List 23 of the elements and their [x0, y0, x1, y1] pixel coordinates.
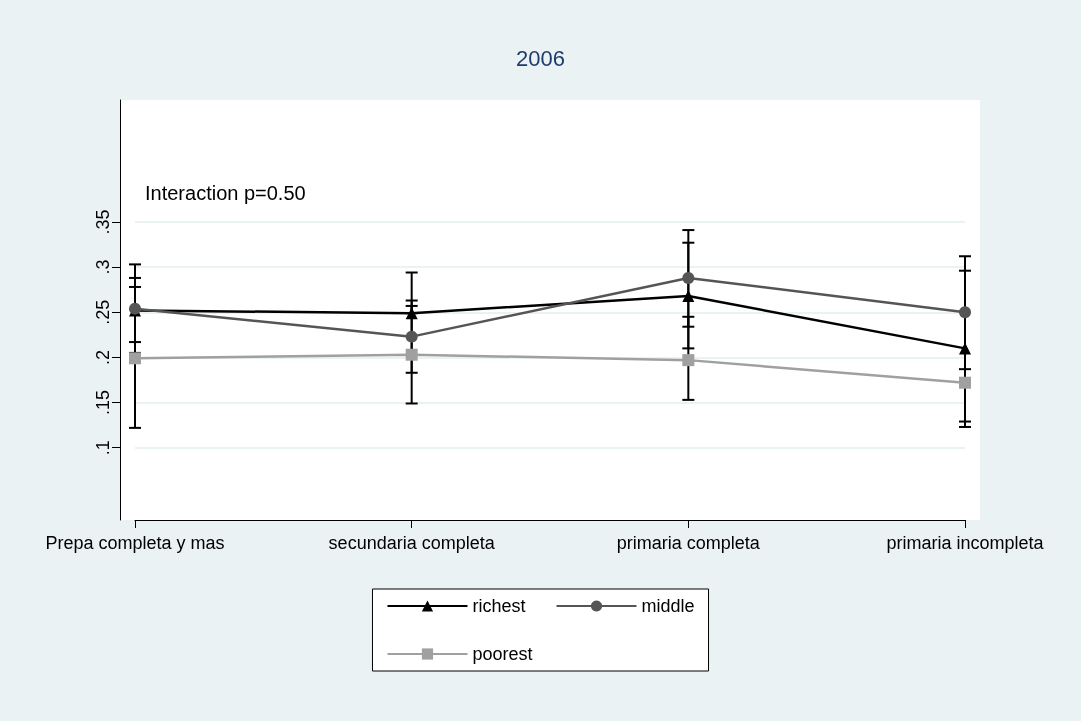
- point: [405, 330, 418, 343]
- point: [129, 352, 141, 365]
- point: [682, 354, 695, 367]
- point: [682, 290, 695, 302]
- y-tick-label: .2: [93, 349, 113, 365]
- y-tick-label: .25: [93, 299, 113, 325]
- point: [682, 271, 695, 284]
- x-tick-label: primaria completa: [616, 533, 761, 553]
- point: [959, 306, 971, 319]
- annotation: Interaction p=0.50: [145, 182, 306, 204]
- y-tick-label: .15: [93, 390, 113, 416]
- y-tick-label: .35: [93, 209, 113, 235]
- x-tick-label: primaria incompleta: [886, 533, 1045, 553]
- point: [405, 348, 418, 361]
- legend-label: richest: [472, 596, 526, 616]
- legend-label: poorest: [472, 644, 533, 664]
- x-tick-label: secundaria completa: [328, 533, 496, 553]
- x-tick-label: Prepa completa y mas: [45, 533, 225, 553]
- point: [959, 376, 971, 389]
- legend-label: middle: [641, 596, 695, 616]
- y-tick-label: .1: [93, 440, 113, 456]
- chart-title: 2006: [516, 45, 565, 71]
- y-tick-label: .3: [93, 259, 113, 275]
